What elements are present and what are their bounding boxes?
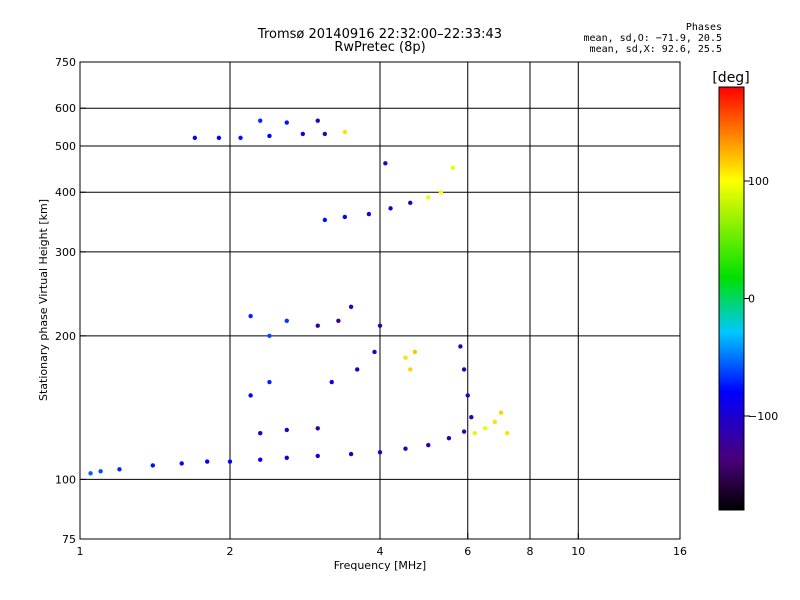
y-tick-label: 400	[55, 186, 76, 199]
data-point	[248, 313, 253, 319]
data-point	[117, 467, 122, 472]
data-point	[403, 446, 408, 451]
data-point	[315, 323, 320, 328]
data-point	[342, 129, 348, 135]
data-point	[204, 459, 210, 464]
data-point	[258, 430, 263, 436]
data-point	[377, 323, 383, 328]
data-point	[322, 217, 328, 223]
data-point	[329, 379, 334, 385]
colorbar	[718, 86, 745, 511]
data-point	[465, 393, 470, 398]
data-point	[354, 367, 360, 372]
data-point	[426, 195, 431, 200]
data-point	[408, 367, 413, 372]
data-point	[492, 419, 498, 425]
data-point	[348, 304, 354, 310]
y-tick-label: 100	[55, 473, 76, 486]
data-point	[403, 355, 408, 360]
y-tick-label: 600	[55, 102, 76, 115]
data-point	[504, 430, 510, 436]
data-point	[238, 135, 243, 141]
data-point	[300, 131, 306, 137]
phases-heading: Phases	[685, 22, 722, 33]
x-axis-label: Frequency [MHz]	[334, 559, 426, 572]
data-point	[88, 471, 93, 476]
colorbar-label: [deg]	[712, 70, 749, 86]
data-point	[366, 211, 372, 217]
data-point	[388, 206, 393, 211]
axis-ticks: 1 2 4 6 8 10 16 75 100 200 300 400 500 600 750	[55, 56, 687, 558]
y-tick-label: 300	[55, 246, 76, 259]
data-point	[482, 426, 488, 431]
data-points	[88, 118, 510, 476]
colorbar-tick-label: 100	[748, 175, 769, 188]
data-point	[315, 453, 320, 459]
data-point	[438, 190, 444, 195]
colorbar-tick-label: 0	[748, 293, 755, 306]
data-point	[258, 118, 263, 123]
phases-o-mode-stats: mean, sd,O: −71.9, 20.5	[583, 33, 722, 44]
data-point	[248, 393, 253, 398]
x-tick-label: 8	[527, 545, 534, 558]
x-tick-label: 6	[464, 545, 471, 558]
data-point	[284, 120, 289, 125]
data-point	[426, 442, 431, 448]
x-tick-label: 2	[227, 545, 234, 558]
y-tick-label: 500	[55, 140, 76, 153]
data-point	[267, 333, 272, 339]
x-tick-label: 10	[571, 545, 585, 558]
data-point	[450, 165, 456, 171]
data-point	[446, 436, 452, 441]
data-point	[472, 430, 478, 436]
data-point	[377, 450, 383, 455]
data-point	[150, 463, 156, 468]
data-point	[412, 349, 418, 355]
phases-x-mode-stats: mean, sd,X: 92.6, 25.5	[589, 44, 722, 55]
data-point	[258, 457, 263, 462]
data-point	[98, 469, 103, 474]
data-point	[179, 461, 184, 466]
data-point	[498, 410, 504, 415]
data-point	[461, 367, 467, 372]
data-point	[284, 455, 289, 460]
x-tick-label: 1	[77, 545, 84, 558]
data-point	[372, 349, 377, 355]
data-point	[227, 459, 233, 464]
data-point	[192, 135, 198, 141]
data-point	[315, 118, 320, 123]
data-point	[336, 318, 341, 324]
y-tick-label: 75	[62, 533, 76, 546]
data-point	[267, 379, 272, 385]
data-point	[408, 200, 413, 206]
grid-lines	[80, 62, 680, 539]
data-point	[348, 451, 354, 457]
y-tick-label: 750	[55, 56, 76, 69]
x-tick-label: 16	[673, 545, 687, 558]
chart-subtitle: RwPretec (8p)	[334, 40, 426, 55]
data-point	[342, 214, 348, 220]
data-point	[315, 426, 320, 431]
colorbar-tick-label: −100	[748, 410, 778, 423]
data-point	[383, 161, 388, 166]
data-point	[216, 135, 222, 141]
y-axis-label: Stationary phase Virtual Height [km]	[37, 199, 50, 401]
data-point	[267, 133, 272, 139]
data-point	[461, 429, 467, 434]
data-point	[458, 344, 463, 349]
data-point	[284, 427, 289, 433]
x-tick-label: 4	[377, 545, 384, 558]
chart-title: Tromsø 20140916 22:32:00–22:33:43	[257, 27, 503, 42]
data-point	[469, 415, 474, 420]
colorbar-ticks: 100 0 −100	[744, 175, 778, 423]
y-tick-label: 200	[55, 330, 76, 343]
data-point	[284, 318, 289, 324]
data-point	[322, 131, 328, 137]
